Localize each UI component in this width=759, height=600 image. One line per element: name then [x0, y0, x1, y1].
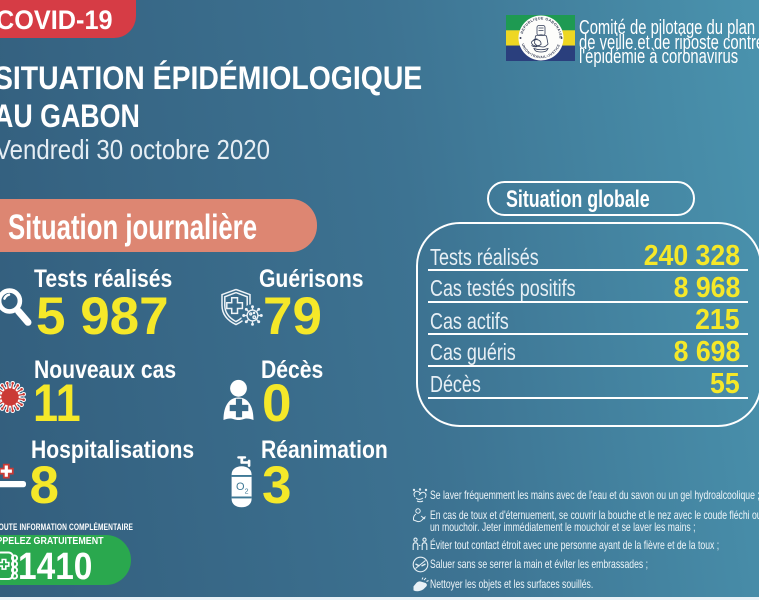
svg-text:O: O — [236, 481, 245, 493]
svg-text:2: 2 — [245, 489, 249, 496]
